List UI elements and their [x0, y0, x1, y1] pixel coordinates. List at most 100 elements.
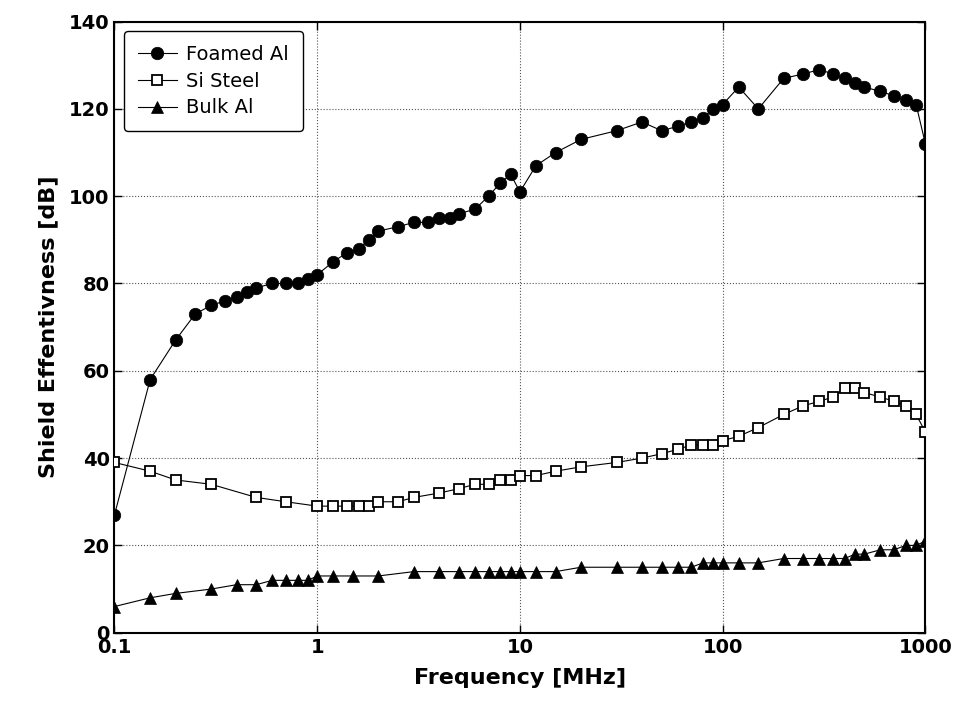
Si Steel — [530, 471, 541, 480]
Si Steel — [858, 388, 869, 397]
Si Steel — [549, 467, 560, 475]
Si Steel — [453, 485, 464, 493]
Bulk Al — [707, 559, 719, 567]
Bulk Al — [514, 567, 525, 576]
Bulk Al — [919, 536, 930, 546]
Bulk Al — [144, 593, 155, 602]
Si Steel — [848, 384, 860, 393]
Legend: Foamed Al, Si Steel, Bulk Al: Foamed Al, Si Steel, Bulk Al — [124, 32, 302, 131]
Si Steel — [826, 393, 838, 401]
Si Steel — [874, 393, 885, 401]
Si Steel — [494, 476, 505, 485]
Bulk Al — [347, 572, 358, 580]
Bulk Al — [453, 567, 464, 576]
Si Steel — [716, 436, 727, 445]
Si Steel — [353, 502, 364, 510]
Bulk Al — [327, 572, 338, 580]
Bulk Al — [231, 580, 242, 589]
Foamed Al — [311, 270, 322, 279]
Bulk Al — [887, 546, 899, 554]
Bulk Al — [302, 576, 314, 585]
Si Steel — [685, 441, 697, 449]
Si Steel — [280, 498, 292, 506]
Bulk Al — [433, 567, 444, 576]
Foamed Al — [408, 218, 419, 226]
Bulk Al — [752, 559, 763, 567]
Bulk Al — [777, 554, 788, 563]
Bulk Al — [530, 567, 541, 576]
Bulk Al — [266, 576, 277, 585]
Si Steel — [697, 441, 708, 449]
Bulk Al — [813, 554, 824, 563]
Bulk Al — [838, 554, 849, 563]
Si Steel — [671, 445, 682, 454]
Si Steel — [656, 449, 667, 458]
Si Steel — [797, 401, 808, 410]
Bulk Al — [909, 541, 921, 550]
Si Steel — [433, 489, 444, 498]
Bulk Al — [826, 554, 838, 563]
Si Steel — [575, 462, 586, 471]
Bulk Al — [504, 567, 516, 576]
Line: Si Steel: Si Steel — [110, 383, 929, 511]
Si Steel — [752, 423, 763, 432]
Si Steel — [482, 480, 494, 489]
Bulk Al — [732, 559, 743, 567]
Line: Bulk Al: Bulk Al — [109, 536, 930, 612]
Si Steel — [514, 471, 525, 480]
Si Steel — [363, 502, 375, 510]
Bulk Al — [109, 603, 120, 611]
Bulk Al — [610, 563, 621, 572]
Foamed Al — [231, 292, 242, 301]
Bulk Al — [549, 567, 560, 576]
Si Steel — [341, 502, 353, 510]
Si Steel — [838, 384, 849, 393]
Bulk Al — [899, 541, 910, 550]
Bulk Al — [469, 567, 480, 576]
Bulk Al — [280, 576, 292, 585]
Si Steel — [109, 458, 120, 467]
Y-axis label: Shield Effentivness [dB]: Shield Effentivness [dB] — [38, 176, 58, 478]
Si Steel — [899, 401, 910, 410]
Bulk Al — [656, 563, 667, 572]
Bulk Al — [575, 563, 586, 572]
Si Steel — [887, 397, 899, 406]
Si Steel — [919, 428, 930, 436]
Si Steel — [408, 493, 419, 502]
Si Steel — [205, 480, 216, 489]
Bulk Al — [482, 567, 494, 576]
Si Steel — [732, 432, 743, 441]
Bulk Al — [251, 580, 262, 589]
Si Steel — [469, 480, 480, 489]
Foamed Al — [109, 510, 120, 519]
Si Steel — [144, 467, 155, 475]
Foamed Al — [858, 83, 869, 91]
Bulk Al — [716, 559, 727, 567]
Bulk Al — [858, 550, 869, 559]
Si Steel — [251, 493, 262, 502]
Si Steel — [392, 498, 403, 506]
Bulk Al — [848, 550, 860, 559]
Bulk Al — [311, 572, 322, 580]
Si Steel — [707, 441, 719, 449]
Si Steel — [777, 410, 788, 418]
Bulk Al — [874, 546, 885, 554]
Foamed Al — [909, 100, 921, 109]
Foamed Al — [280, 279, 292, 288]
Si Steel — [372, 498, 383, 506]
Si Steel — [813, 397, 824, 406]
Line: Foamed Al: Foamed Al — [108, 63, 931, 521]
X-axis label: Frequency [MHz]: Frequency [MHz] — [414, 668, 625, 687]
Bulk Al — [494, 567, 505, 576]
Bulk Al — [372, 572, 383, 580]
Bulk Al — [205, 585, 216, 593]
Bulk Al — [671, 563, 682, 572]
Si Steel — [610, 458, 621, 467]
Bulk Al — [685, 563, 697, 572]
Si Steel — [311, 502, 322, 510]
Si Steel — [909, 410, 921, 418]
Bulk Al — [408, 567, 419, 576]
Si Steel — [327, 502, 338, 510]
Si Steel — [504, 476, 516, 485]
Bulk Al — [292, 576, 303, 585]
